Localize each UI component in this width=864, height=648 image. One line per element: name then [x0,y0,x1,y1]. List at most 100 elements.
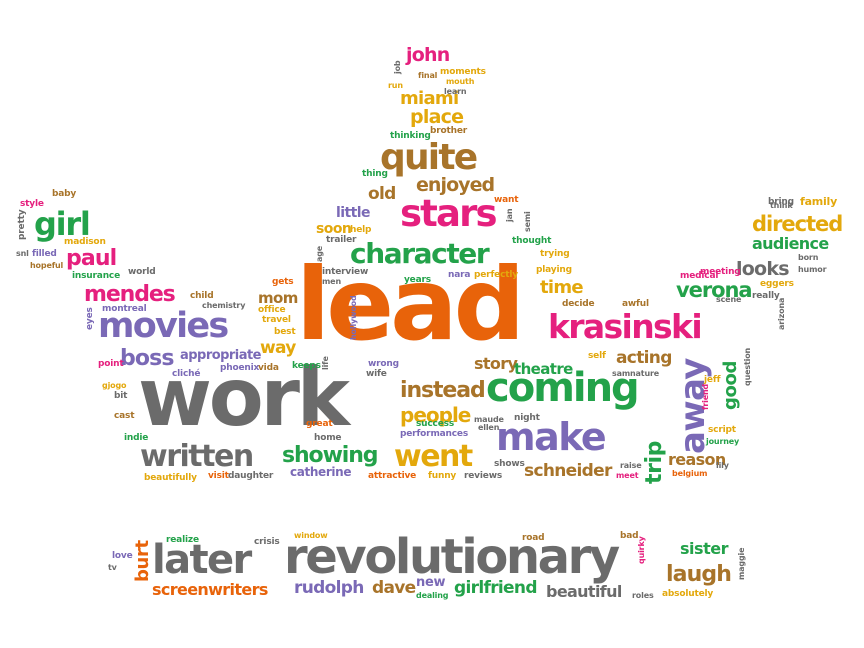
word-meet: meet [616,471,639,480]
word-years: years [404,275,431,285]
word-daughter: daughter [228,471,274,481]
word-visit: visit [208,471,229,481]
word-help: help [350,225,372,235]
word-coming: coming [486,365,640,411]
word-chemistry: chemistry [202,301,246,310]
word-brother: brother [430,126,468,136]
word-trip: trip [642,441,667,484]
word-lily: lily [716,461,729,470]
word-boss: boss [120,346,174,371]
word-thinking: thinking [390,131,431,141]
word-verona: verona [676,278,753,302]
word-screenwriters: screenwriters [152,580,268,599]
word-insurance: insurance [72,271,120,281]
word-jan: jan [505,208,514,222]
word-written: written [140,439,254,474]
word-krasinski: krasinski [548,307,703,346]
word-decide: decide [562,299,595,309]
word-journey: journey [706,437,740,446]
word-vida: vida [258,363,279,373]
word-scene: scene [716,295,742,304]
word-cliche: cliché [172,369,201,379]
word-moments: moments [440,67,486,77]
word-way: way [260,338,296,358]
word-thing: thing [362,169,388,179]
word-quite: quite [380,137,478,178]
word-bad: bad [620,531,639,541]
word-filled: filled [32,249,57,259]
word-think: think [770,201,793,210]
word-final: final [418,71,438,80]
word-thought: thought [512,236,552,246]
word-friend: friend [701,383,710,410]
word-point: point [98,359,124,369]
word-went: went [394,439,473,474]
word-home: home [314,433,342,443]
word-hollywood: hollywood [349,295,358,340]
word-nara: nara [448,270,471,280]
word-maggie: maggie [737,547,746,580]
word-really: really [752,291,780,301]
word-theatre: theatre [514,360,573,378]
word-quirky: quirky [637,536,646,564]
word-mom: mom [258,289,298,307]
word-showing: showing [282,443,379,468]
word-miami: miami [400,88,459,109]
word-reason: reason [668,450,726,469]
word-job: job [393,60,402,75]
word-bring: bring [768,197,794,207]
word-beautifully: beautifully [144,473,197,483]
word-attractive: attractive [368,471,417,481]
word-old: old [368,184,396,204]
word-john: john [406,44,450,66]
word-make: make [496,415,607,459]
word-self: self [588,351,606,361]
word-lead: lead [296,246,525,363]
word-phoenix: phoenix [220,363,260,373]
word-life: life [321,356,330,370]
word-script: script [708,425,736,435]
word-age: age [315,245,324,262]
word-place: place [410,106,464,128]
word-keeps: keeps [292,361,321,371]
word-dealing: dealing [416,591,449,600]
word-ellen: ellen [478,423,500,432]
word-new: new [416,575,446,590]
word-funny: funny [428,471,457,481]
word-love: love [112,551,133,561]
word-pretty: pretty [17,209,27,240]
word-rudolph: rudolph [294,578,364,598]
word-maude: maude [474,415,504,424]
word-success: success [416,419,454,429]
word-run: run [388,81,403,90]
word-indie: indie [124,433,149,443]
word-time: time [540,277,584,298]
word-gjogo: gjogo [102,381,127,390]
word-travel: travel [262,315,291,325]
word-cast: cast [114,411,135,421]
word-paul: paul [66,246,117,271]
word-best: best [274,327,296,337]
word-acting: acting [616,348,672,368]
word-question: question [743,347,752,386]
word-road: road [522,533,545,543]
word-performances: performances [400,429,469,439]
word-awful: awful [622,299,649,309]
word-people: people [400,403,471,427]
word-directed: directed [752,212,843,236]
word-schneider: schneider [524,461,612,481]
word-wrong: wrong [368,359,399,369]
word-little: little [336,205,370,221]
word-trailer: trailer [326,235,357,245]
word-window: window [294,531,328,540]
word-eggers: eggers [760,279,794,289]
word-burt: burt [132,540,153,582]
word-movies: movies [98,306,229,346]
word-shows: shows [494,459,525,469]
word-mendes: mendes [84,282,176,307]
word-looks: looks [736,258,790,280]
word-story: story [474,354,518,373]
word-enjoyed: enjoyed [416,174,495,196]
word-roles: roles [632,591,654,600]
